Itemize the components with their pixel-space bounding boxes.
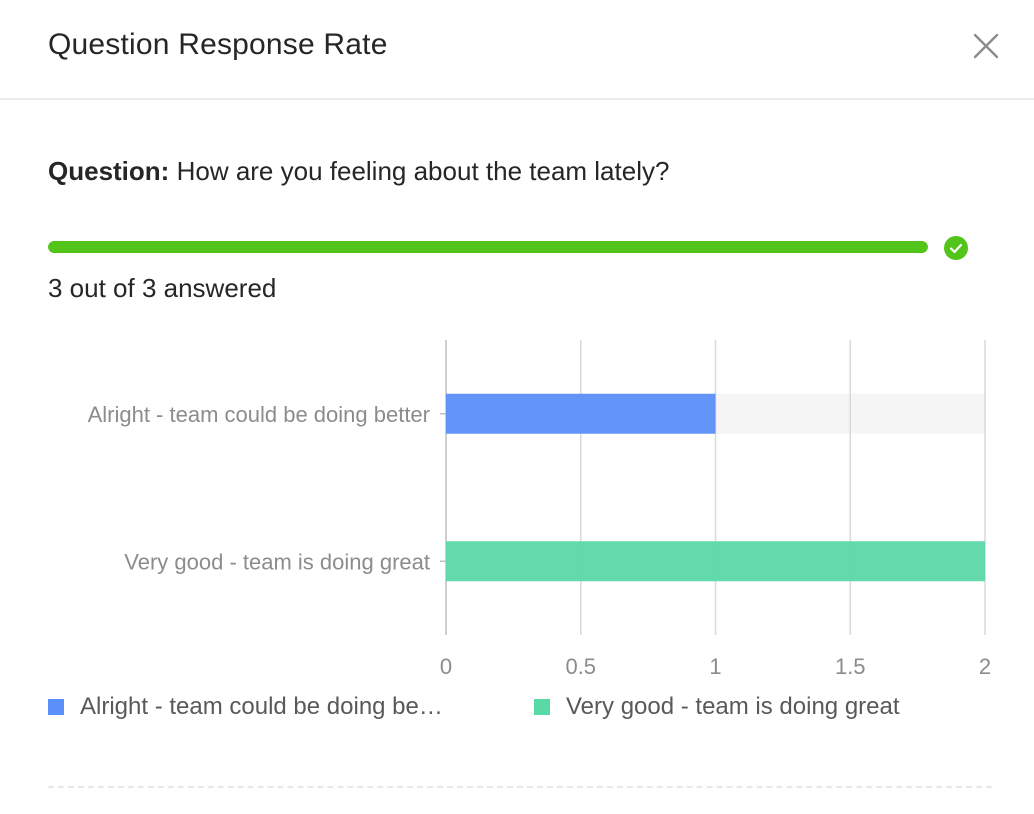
x-tick-label: 0.5 [565, 654, 596, 679]
legend-label: Very good - team is doing great [566, 693, 900, 720]
question-text: How are you feeling about the team latel… [176, 156, 670, 186]
legend-item-alright[interactable]: Alright - team could be doing be… [48, 690, 443, 724]
x-tick-label: 0 [440, 654, 452, 679]
section-divider [48, 786, 992, 788]
legend-swatch [534, 699, 550, 715]
answered-count: 3 out of 3 answered [48, 273, 277, 303]
bar-0 [446, 393, 716, 434]
progress-fill [48, 241, 928, 253]
bar-background [446, 393, 985, 434]
bar-background [446, 541, 985, 582]
legend-item-very-good[interactable]: Very good - team is doing great [534, 690, 900, 724]
modal-header: Question Response Rate [0, 0, 1034, 100]
x-tick-label: 1.5 [835, 654, 866, 679]
close-icon [973, 33, 999, 59]
chart-legend: Alright - team could be doing be… Very g… [0, 690, 1034, 724]
y-tick-label: Very good - team is doing great [124, 549, 430, 574]
close-button[interactable] [966, 26, 1006, 66]
x-tick-label: 2 [979, 654, 991, 679]
legend-label: Alright - team could be doing be… [80, 693, 443, 720]
question-line: Question: How are you feeling about the … [48, 156, 669, 187]
y-tick-label: Alright - team could be doing better [88, 402, 430, 427]
legend-swatch [48, 699, 64, 715]
question-label: Question: [48, 156, 170, 186]
modal-title: Question Response Rate [48, 28, 388, 61]
bar-1 [446, 541, 985, 582]
x-tick-label: 1 [709, 654, 721, 679]
check-circle-icon [944, 236, 968, 260]
response-progress-bar [48, 241, 928, 253]
